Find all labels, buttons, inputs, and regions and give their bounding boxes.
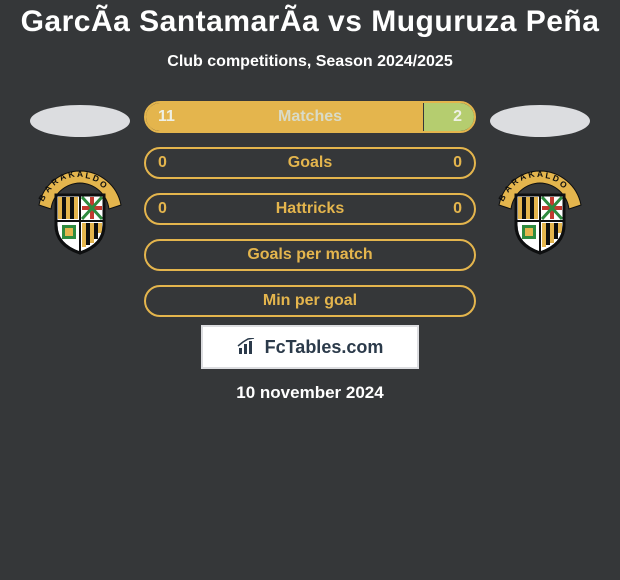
stat-row-hattricks: 00Hattricks — [144, 193, 476, 225]
comparison-date: 10 november 2024 — [0, 383, 620, 403]
subtitle: Club competitions, Season 2024/2025 — [0, 53, 620, 71]
brand-label: FcTables.com — [265, 337, 384, 358]
stat-row-goals-per-match: Goals per match — [144, 239, 476, 271]
stat-label: Matches — [146, 108, 474, 126]
comparison-card: GarcÃ­a SantamarÃ­a vs Muguruza Peña Clu… — [0, 0, 620, 403]
player2-side: B A R A K A L D O — [480, 101, 600, 255]
stat-row-matches: 112Matches — [144, 101, 476, 133]
player1-club-badge: B A R A K A L D O — [32, 167, 128, 255]
brand-attribution: FcTables.com — [201, 325, 419, 369]
stat-label: Goals per match — [146, 246, 474, 264]
stat-row-goals: 00Goals — [144, 147, 476, 179]
stat-label: Hattricks — [146, 200, 474, 218]
svg-text:A: A — [77, 169, 83, 179]
player2-avatar — [490, 105, 590, 137]
player2-club-badge: B A R A K A L D O — [492, 167, 588, 255]
stat-row-min-per-goal: Min per goal — [144, 285, 476, 317]
svg-text:A: A — [537, 169, 543, 179]
stat-label: Goals — [146, 154, 474, 172]
player1-avatar — [30, 105, 130, 137]
chart-icon — [237, 338, 259, 356]
stat-label: Min per goal — [146, 292, 474, 310]
player1-side: B A R A K A L D O — [20, 101, 140, 255]
page-title: GarcÃ­a SantamarÃ­a vs Muguruza Peña — [0, 5, 620, 39]
main-row: B A R A K A L D O — [0, 101, 620, 317]
stats-column: 112Matches 00Goals 00Hattricks Goals per ma… — [140, 101, 480, 317]
